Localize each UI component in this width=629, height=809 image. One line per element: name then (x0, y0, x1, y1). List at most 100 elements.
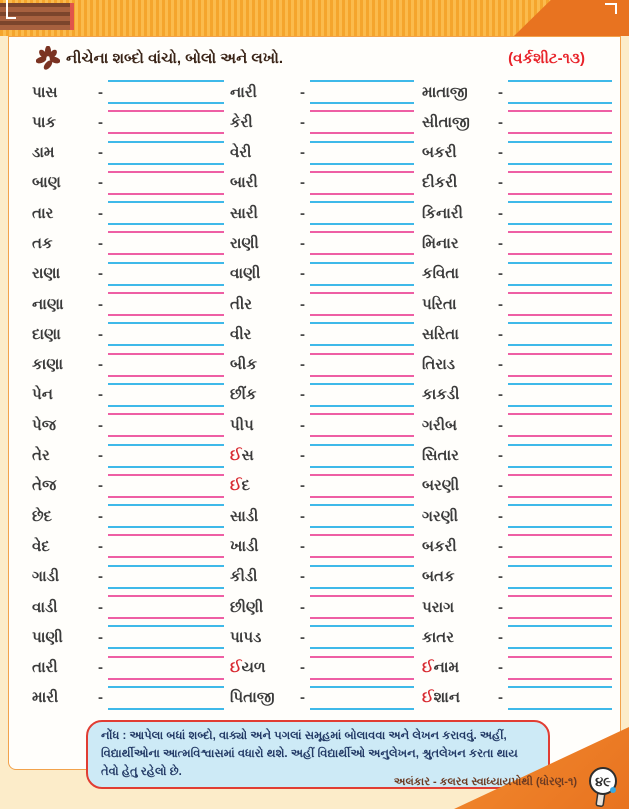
writing-lines[interactable] (310, 473, 414, 498)
dash-separator: - (300, 537, 305, 555)
writing-lines[interactable] (108, 443, 224, 468)
writing-lines[interactable] (108, 201, 224, 226)
writing-lines[interactable] (108, 231, 224, 256)
writing-lines[interactable] (310, 322, 414, 347)
writing-lines[interactable] (108, 413, 224, 438)
writing-lines[interactable] (108, 534, 224, 559)
writing-lines[interactable] (508, 140, 612, 165)
writing-lines[interactable] (508, 80, 612, 104)
writing-lines[interactable] (508, 625, 612, 650)
word-label: ઈસ (230, 447, 254, 465)
word-label: પાસ (32, 83, 58, 101)
writing-lines[interactable] (310, 231, 414, 256)
title-row: નીચેના શબ્દો વાંચો, બોલો અને લખો. (વર્કશ… (36, 46, 585, 70)
dash-separator: - (300, 628, 305, 646)
dash-separator: - (498, 265, 503, 283)
writing-lines[interactable] (508, 413, 612, 438)
word-label: વેદ (32, 537, 50, 555)
writing-lines[interactable] (508, 473, 612, 498)
word-label: નારી (230, 83, 257, 101)
word-row: બકરી - (422, 534, 612, 559)
dash-separator: - (498, 659, 503, 677)
word-label: ઈયળ (230, 659, 266, 677)
dash-separator: - (98, 386, 103, 404)
writing-lines[interactable] (108, 655, 224, 680)
word-row: સરિતા - (422, 322, 612, 347)
writing-lines[interactable] (108, 625, 224, 650)
writing-lines[interactable] (508, 564, 612, 589)
word-label: પાણી (32, 628, 63, 646)
writing-lines[interactable] (508, 382, 612, 407)
writing-lines[interactable] (310, 564, 414, 589)
writing-lines[interactable] (310, 292, 414, 317)
word-label: ગરણી (422, 507, 459, 525)
dash-separator: - (498, 689, 503, 707)
writing-lines[interactable] (108, 170, 224, 195)
dash-separator: - (300, 507, 305, 525)
writing-lines[interactable] (310, 80, 414, 104)
writing-lines[interactable] (508, 595, 612, 620)
writing-lines[interactable] (108, 564, 224, 589)
word-label: વાણી (230, 265, 261, 283)
writing-lines[interactable] (508, 231, 612, 256)
writing-lines[interactable] (310, 352, 414, 377)
writing-lines[interactable] (310, 625, 414, 650)
dash-separator: - (498, 598, 503, 616)
writing-lines[interactable] (108, 352, 224, 377)
dash-separator: - (300, 416, 305, 434)
word-row: પેજ - (32, 413, 224, 438)
dash-separator: - (98, 144, 103, 162)
writing-lines[interactable] (108, 140, 224, 165)
writing-lines[interactable] (108, 110, 224, 135)
dash-separator: - (498, 507, 503, 525)
dash-separator: - (98, 83, 103, 101)
writing-lines[interactable] (310, 534, 414, 559)
writing-lines[interactable] (508, 110, 612, 135)
word-label: બાણ (32, 174, 61, 192)
writing-lines[interactable] (310, 504, 414, 529)
word-row: માતાજી - (422, 80, 612, 104)
writing-lines[interactable] (310, 413, 414, 438)
writing-lines[interactable] (508, 352, 612, 377)
writing-lines[interactable] (508, 261, 612, 286)
writing-lines[interactable] (310, 110, 414, 135)
writing-lines[interactable] (310, 685, 414, 710)
writing-lines[interactable] (310, 261, 414, 286)
writing-lines[interactable] (310, 443, 414, 468)
page-number-badge: ૪૯ (589, 767, 617, 807)
writing-lines[interactable] (508, 292, 612, 317)
writing-lines[interactable] (310, 655, 414, 680)
writing-lines[interactable] (108, 322, 224, 347)
writing-lines[interactable] (310, 140, 414, 165)
writing-lines[interactable] (108, 80, 224, 104)
writing-lines[interactable] (108, 473, 224, 498)
word-row: દાણા - (32, 322, 224, 347)
writing-lines[interactable] (508, 322, 612, 347)
writing-lines[interactable] (108, 685, 224, 710)
writing-lines[interactable] (508, 504, 612, 529)
writing-lines[interactable] (310, 595, 414, 620)
dash-separator: - (498, 416, 503, 434)
word-row: તારી - (32, 655, 224, 680)
writing-lines[interactable] (108, 292, 224, 317)
writing-lines[interactable] (508, 170, 612, 195)
word-label: સારી (230, 204, 258, 222)
writing-lines[interactable] (108, 261, 224, 286)
writing-lines[interactable] (310, 201, 414, 226)
writing-lines[interactable] (508, 201, 612, 226)
writing-lines[interactable] (108, 595, 224, 620)
word-row: મિનાર - (422, 231, 612, 256)
writing-lines[interactable] (108, 382, 224, 407)
dash-separator: - (98, 234, 103, 252)
writing-lines[interactable] (108, 504, 224, 529)
dash-separator: - (98, 689, 103, 707)
writing-lines[interactable] (508, 655, 612, 680)
writing-lines[interactable] (310, 382, 414, 407)
dash-separator: - (300, 265, 305, 283)
footer-book-title: અલંકાર - કલરવ સ્વાધ્યાયપોથી (ધોરણ-૧) (393, 776, 577, 788)
dash-separator: - (498, 537, 503, 555)
writing-lines[interactable] (508, 443, 612, 468)
writing-lines[interactable] (508, 685, 612, 710)
writing-lines[interactable] (310, 170, 414, 195)
writing-lines[interactable] (508, 534, 612, 559)
